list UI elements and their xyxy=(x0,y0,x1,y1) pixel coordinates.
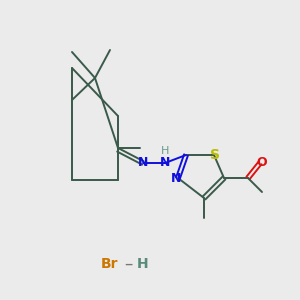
Text: Br: Br xyxy=(101,257,119,271)
Text: O: O xyxy=(257,155,267,169)
Text: S: S xyxy=(210,148,220,162)
Text: H: H xyxy=(137,257,149,271)
Text: H: H xyxy=(161,146,169,156)
Text: N: N xyxy=(171,172,181,184)
Text: N: N xyxy=(160,157,170,169)
Text: –: – xyxy=(124,255,132,273)
Text: N: N xyxy=(138,157,148,169)
